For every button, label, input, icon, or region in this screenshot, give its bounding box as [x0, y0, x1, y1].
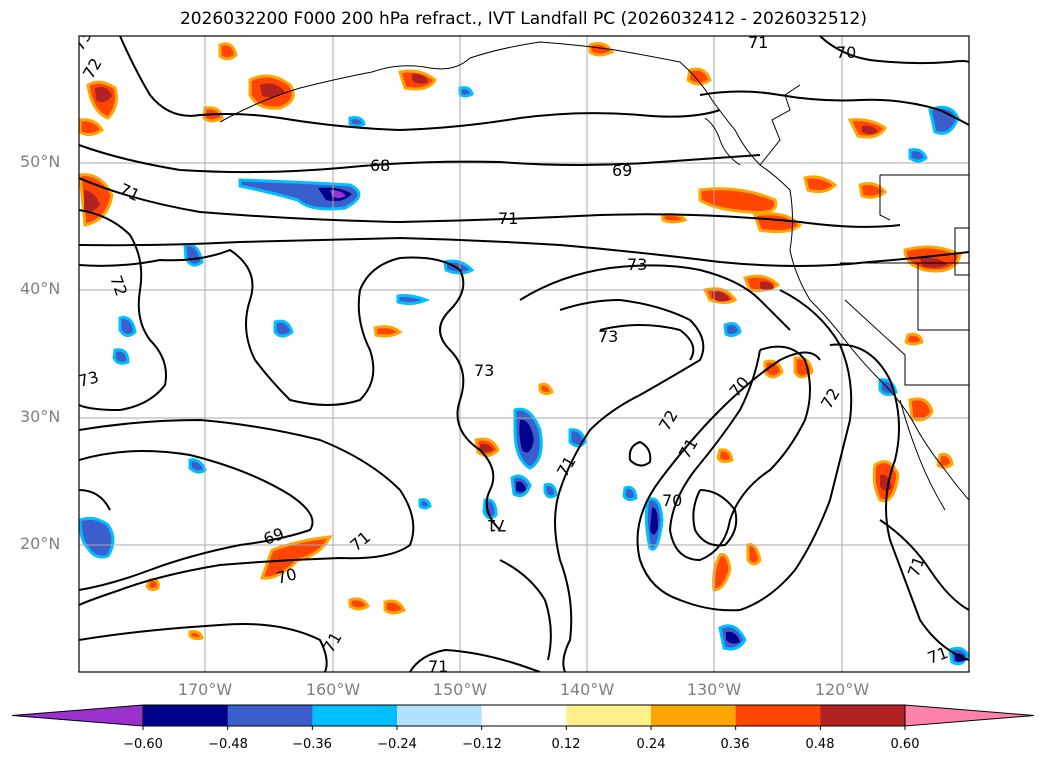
lat-label-30n: 30°N [20, 407, 61, 426]
colorbar-segment [651, 705, 737, 726]
contour-label-71-ne: 71 [748, 33, 768, 52]
colorbar-tick-neg024: −0.24 [377, 737, 417, 752]
map-title: 2026032200 F000 200 hPa refract., IVT La… [179, 9, 867, 29]
contour-label-70-loop: 70 [662, 491, 682, 510]
contour-label-73-central: 73 [474, 361, 494, 380]
contour-label-73-north: 73 [627, 255, 647, 274]
colorbar-segment [143, 705, 229, 726]
colorbar-segment [566, 705, 652, 726]
colorbar-tick-neg012: −0.12 [462, 737, 502, 752]
plot-area: 73 72 71 68 69 71 72 73 73 73 73 72 70 7… [76, 33, 969, 676]
colorbar [11, 704, 1035, 730]
lon-label-120w: 120°W [814, 680, 870, 699]
colorbar-segment [397, 705, 483, 726]
colorbar-tick-012: 0.12 [551, 737, 581, 752]
anomaly-fills [79, 42, 969, 666]
colorbar-tick-024: 0.24 [636, 737, 666, 752]
contour-label-73-mid: 73 [598, 327, 618, 346]
lon-label-160w: 160°W [305, 680, 361, 699]
colorbar-segment [227, 705, 313, 726]
colorbar-tick-048: 0.48 [805, 737, 835, 752]
contour-label-71-bottom-mid: 71 [428, 657, 448, 676]
contour-label-71-inverted: 71 [487, 516, 507, 535]
colorbar-tick-neg036: −0.36 [292, 737, 332, 752]
lat-label-40n: 40°N [20, 279, 61, 298]
lat-label-50n: 50°N [20, 152, 61, 171]
contour-label-70-south: 70 [274, 564, 299, 588]
contour-label-73-west: 73 [76, 367, 101, 391]
lat-label-20n: 20°N [20, 534, 61, 553]
colorbar-tick-036: 0.36 [720, 737, 750, 752]
colorbar-segment [735, 705, 821, 726]
contour-label-71-central: 71 [498, 209, 518, 228]
colorbar-tick-060: 0.60 [890, 737, 920, 752]
colorbar-tick-neg060: −0.60 [123, 737, 163, 752]
colorbar-extend-max [904, 704, 1035, 727]
contour-lines [79, 36, 969, 672]
lon-label-150w: 150°W [432, 680, 488, 699]
lon-label-170w: 170°W [177, 680, 233, 699]
colorbar-segment [312, 705, 398, 726]
colorbar-segment [820, 705, 906, 726]
colorbar-segment [481, 705, 567, 726]
contour-label-68: 68 [370, 156, 390, 175]
plot-frame [78, 35, 970, 673]
coastlines [219, 41, 969, 511]
lon-label-140w: 140°W [559, 680, 615, 699]
contour-label-70-ne: 70 [836, 43, 856, 62]
colorbar-tick-neg048: −0.48 [208, 737, 248, 752]
lon-label-130w: 130°W [686, 680, 742, 699]
colorbar-extend-min [11, 704, 144, 727]
contour-label-69-north: 69 [612, 161, 632, 180]
